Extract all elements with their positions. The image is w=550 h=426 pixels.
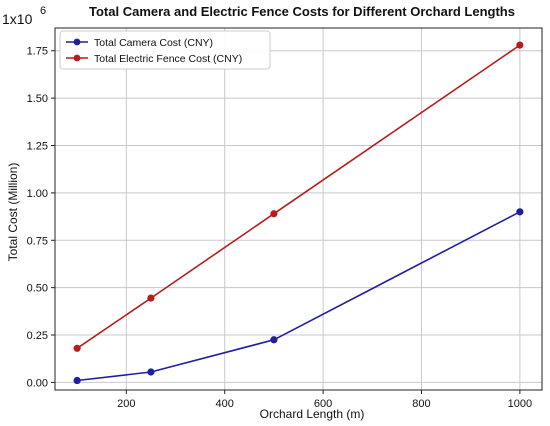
series-2-point (147, 294, 155, 302)
legend: Total Camera Cost (CNY) Total Electric Fe… (59, 30, 271, 70)
series-lines (76, 44, 521, 382)
x-axis-ticks: 200 400 600 800 1000 (117, 390, 532, 410)
legend-label: Total Camera Cost (CNY) (94, 37, 213, 49)
y-tick-label: 1.50 (27, 93, 48, 105)
plot-frame (54, 27, 543, 391)
legend-swatch-marker (73, 38, 81, 46)
x-tick-label: 800 (412, 398, 430, 410)
series-2-point (73, 344, 81, 352)
series-1-point (270, 336, 278, 344)
y-multiplier-label: 1x10 (2, 11, 33, 27)
x-tick-label: 600 (314, 398, 332, 410)
y-axis-ticks: 0.00 0.25 0.50 0.75 1.00 1.25 1.50 1.75 (27, 46, 55, 389)
x-axis-label: Orchard Length (m) (260, 407, 365, 421)
series-line-1 (77, 211, 521, 382)
y-tick-label: 0.25 (27, 330, 48, 342)
series-2-point (516, 41, 524, 49)
series-1-point (516, 208, 524, 216)
y-tick-label: 1.75 (27, 46, 48, 58)
y-tick-label: 1.25 (27, 141, 48, 153)
x-tick-label: 200 (117, 398, 135, 410)
y-tick-label: 0.75 (27, 235, 48, 247)
legend-swatch-marker (73, 54, 81, 62)
series-points (73, 41, 524, 385)
series-2-point (270, 210, 278, 218)
x-tick-label: 400 (216, 398, 234, 410)
x-tick-label: 1000 (508, 398, 532, 410)
series-line-2 (76, 44, 521, 349)
y-multiplier-exponent: 6 (40, 5, 46, 17)
legend-box (59, 30, 271, 70)
series-1-point (147, 368, 155, 376)
legend-label: Total Electric Fence Cost (CNY) (94, 53, 242, 65)
y-tick-label: 1.00 (27, 188, 48, 200)
y-tick-label: 0.00 (27, 377, 48, 389)
y-tick-label: 0.50 (27, 283, 48, 295)
chart-title: Total Camera and Electric Fence Costs fo… (89, 4, 515, 19)
grid (55, 28, 542, 390)
series-1-point (73, 376, 81, 385)
y-axis-label: Total Cost (Million) (6, 163, 20, 262)
